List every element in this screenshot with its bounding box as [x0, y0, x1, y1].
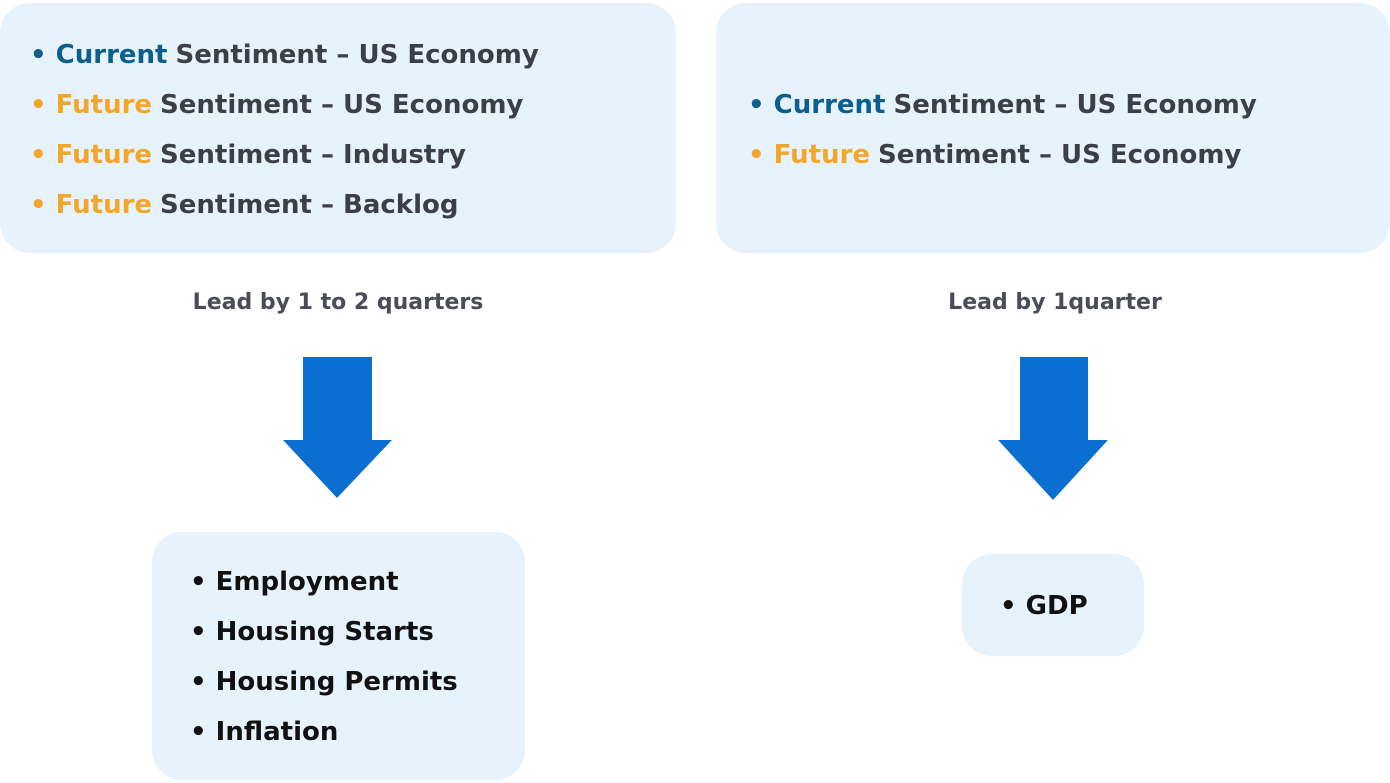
indicator-text: • Employment [190, 567, 399, 597]
item-text: Sentiment – Industry [160, 140, 467, 170]
indicator-item: • Inflation [190, 716, 338, 748]
highlight: • Current [748, 90, 886, 120]
indicator-text: • Housing Permits [190, 667, 458, 697]
arrow [998, 357, 1108, 500]
highlight: • Future [30, 90, 153, 120]
left-bottom-box [152, 532, 525, 780]
sentiment-item: • Future Sentiment – Backlog [30, 189, 458, 221]
item-text: Sentiment – Backlog [160, 190, 459, 220]
sentiment-item: • Future Sentiment – US Economy [30, 89, 523, 121]
item-text: Sentiment – US Economy [878, 140, 1242, 170]
lead-label: Lead by 1quarter [805, 290, 1305, 315]
highlight: • Current [30, 40, 168, 70]
left-top-box [0, 3, 676, 253]
indicator-item: • Housing Starts [190, 616, 434, 648]
right-top-box [716, 3, 1390, 253]
sentiment-item: • Future Sentiment – US Economy [748, 139, 1241, 171]
indicator-item: • Housing Permits [190, 666, 458, 698]
sentiment-item: • Future Sentiment – Industry [30, 139, 466, 171]
indicator-item: • Employment [190, 566, 399, 598]
indicator-item: • GDP [1000, 590, 1088, 622]
lead-label: Lead by 1 to 2 quarters [88, 290, 588, 315]
lead-text: Lead by 1quarter [948, 290, 1162, 315]
arrow [283, 357, 392, 498]
indicator-text: • Inflation [190, 717, 339, 747]
sentiment-item: • Current Sentiment – US Economy [748, 89, 1257, 121]
indicator-text: • GDP [1000, 591, 1088, 621]
highlight: • Future [748, 140, 871, 170]
item-text: Sentiment – US Economy [893, 90, 1257, 120]
item-text: Sentiment – US Economy [175, 40, 539, 70]
highlight: • Future [30, 190, 153, 220]
item-text: Sentiment – US Economy [160, 90, 524, 120]
right-bottom-box [962, 554, 1144, 656]
indicator-text: • Housing Starts [190, 617, 434, 647]
lead-text: Lead by 1 to 2 quarters [192, 290, 484, 315]
highlight: • Future [30, 140, 153, 170]
sentiment-item: • Current Sentiment – US Economy [30, 39, 539, 71]
